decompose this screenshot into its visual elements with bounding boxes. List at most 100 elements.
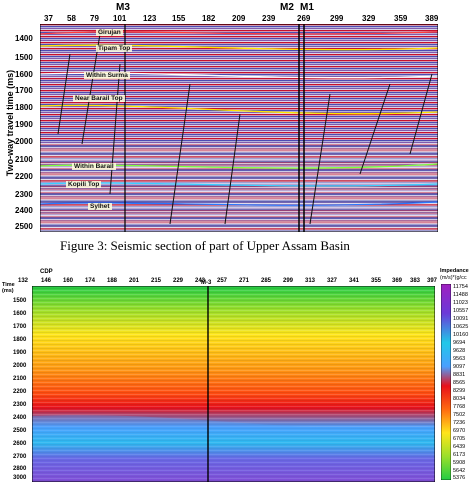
- time-tick: 2400: [15, 206, 33, 215]
- time-tick: 1600: [15, 70, 33, 79]
- colorbar-tick: 8034: [453, 396, 466, 402]
- time-tick: 1800: [15, 103, 33, 112]
- trace-tick: 329: [362, 14, 376, 23]
- colorbar-tick: 11754: [453, 284, 468, 290]
- cdp-tick: 327: [327, 278, 338, 284]
- colorbar-tick: 8565: [453, 380, 466, 386]
- trace-tick: 182: [202, 14, 216, 23]
- cdp-tick: 299: [283, 278, 294, 284]
- colorbar-unit: (m/s)*(g/cc: [440, 275, 467, 281]
- cdp-tick: 369: [392, 278, 403, 284]
- time-tick: 2500: [15, 222, 33, 231]
- trace-tick: 209: [232, 14, 246, 23]
- cdp-label: CDP: [40, 269, 53, 275]
- colorbar-tick: 5642: [453, 468, 466, 474]
- seismic-section-image: [40, 24, 438, 232]
- well-label-m2: M2: [280, 2, 294, 13]
- colorbar-tick: 10557: [453, 308, 469, 314]
- colorbar-title: Impedance: [440, 268, 469, 274]
- time-tick: 1700: [15, 86, 33, 95]
- trace-tick: 155: [172, 14, 186, 23]
- cdp-tick: 215: [151, 278, 162, 284]
- cdp-tick: 257: [217, 278, 228, 284]
- well-label-m3-lower: M-3: [201, 280, 212, 286]
- cdp-tick: 313: [305, 278, 316, 284]
- horizon-label: Kopili Top: [66, 181, 102, 188]
- trace-tick: 101: [113, 14, 127, 23]
- colorbar-tick: 10625: [453, 324, 469, 330]
- colorbar-tick: 9628: [453, 348, 466, 354]
- cdp-tick: 271: [239, 278, 250, 284]
- colorbar: [441, 284, 451, 480]
- trace-tick: 239: [262, 14, 276, 23]
- colorbar-tick: 5908: [453, 460, 466, 466]
- figure3-caption: Figure 3: Seismic section of part of Upp…: [60, 238, 350, 253]
- horizon-label: Within Barail: [72, 163, 116, 170]
- time-tick: 2300: [15, 190, 33, 199]
- time-tick: 2800: [13, 466, 27, 472]
- horizon-label: Girujan: [96, 29, 123, 36]
- trace-tick: 269: [297, 14, 311, 23]
- cdp-tick: 160: [63, 278, 74, 284]
- colorbar-tick: 8831: [453, 372, 466, 378]
- colorbar-tick: 6705: [453, 436, 466, 442]
- trace-tick: 79: [90, 14, 99, 23]
- cdp-tick: 285: [261, 278, 272, 284]
- figure3-container: M3 M2 M1 37 58 79 101 123 155 182 209 23…: [5, 2, 439, 253]
- colorbar-tick: 6439: [453, 444, 466, 450]
- time-tick: 1900: [15, 120, 33, 129]
- trace-tick: 389: [425, 14, 439, 23]
- colorbar-tick: 9097: [453, 364, 466, 370]
- well-label-m1: M1: [300, 2, 314, 13]
- time-tick: 1500: [13, 298, 27, 304]
- impedance-section-image: [32, 286, 435, 482]
- colorbar-tick: 9563: [453, 356, 466, 362]
- time-tick: 2100: [15, 155, 33, 164]
- time-tick: 2500: [13, 428, 27, 434]
- colorbar-tick: 7236: [453, 420, 466, 426]
- colorbar-tick: 10091: [453, 316, 469, 322]
- trace-tick: 299: [330, 14, 344, 23]
- trace-tick: 58: [67, 14, 76, 23]
- cdp-tick: 201: [129, 278, 140, 284]
- colorbar-tick: 7768: [453, 404, 466, 410]
- time-tick: 2300: [13, 402, 27, 408]
- horizon-label: Near Barail Top: [73, 95, 125, 102]
- cdp-tick: 146: [41, 278, 52, 284]
- y-axis-label: Two-way travel time (ms): [5, 69, 15, 177]
- time-tick: 2000: [13, 363, 27, 369]
- time-tick: 2600: [13, 441, 27, 447]
- time-label: Time (ms): [2, 282, 15, 294]
- colorbar-tick: 6173: [453, 452, 466, 458]
- time-tick: 2400: [13, 415, 27, 421]
- time-tick: 1800: [13, 337, 27, 343]
- cdp-tick: 174: [85, 278, 96, 284]
- cdp-tick: 229: [173, 278, 184, 284]
- cdp-tick: 243: [195, 278, 206, 284]
- time-tick: 1700: [13, 324, 27, 330]
- colorbar-tick: 11023: [453, 300, 468, 306]
- colorbar-tick: 5376: [453, 475, 466, 481]
- time-tick: 1600: [13, 311, 27, 317]
- time-tick: 2000: [15, 137, 33, 146]
- time-tick: 2200: [15, 172, 33, 181]
- time-tick: 2100: [13, 376, 27, 382]
- trace-tick: 37: [44, 14, 53, 23]
- trace-tick: 123: [143, 14, 157, 23]
- cdp-tick: 188: [107, 278, 118, 284]
- impedance-figure-container: CDP 132 146 160 174 188 201 215 229 243 …: [0, 268, 474, 483]
- horizon-label: Within Surma: [84, 72, 130, 79]
- horizon-label: Tipam Top: [96, 45, 133, 52]
- cdp-tick: 341: [349, 278, 360, 284]
- colorbar-tick: 11488: [453, 292, 468, 298]
- time-tick: 3000: [13, 475, 27, 481]
- time-tick: 1500: [15, 53, 33, 62]
- cdp-tick: 383: [410, 278, 421, 284]
- cdp-tick: 355: [371, 278, 382, 284]
- well-label-m3: M3: [116, 2, 130, 13]
- horizon-label: Sylhet: [88, 203, 112, 210]
- colorbar-tick: 7502: [453, 412, 466, 418]
- colorbar-tick: 8299: [453, 388, 466, 394]
- cdp-tick: 397: [427, 278, 438, 284]
- colorbar-tick: 6970: [453, 428, 466, 434]
